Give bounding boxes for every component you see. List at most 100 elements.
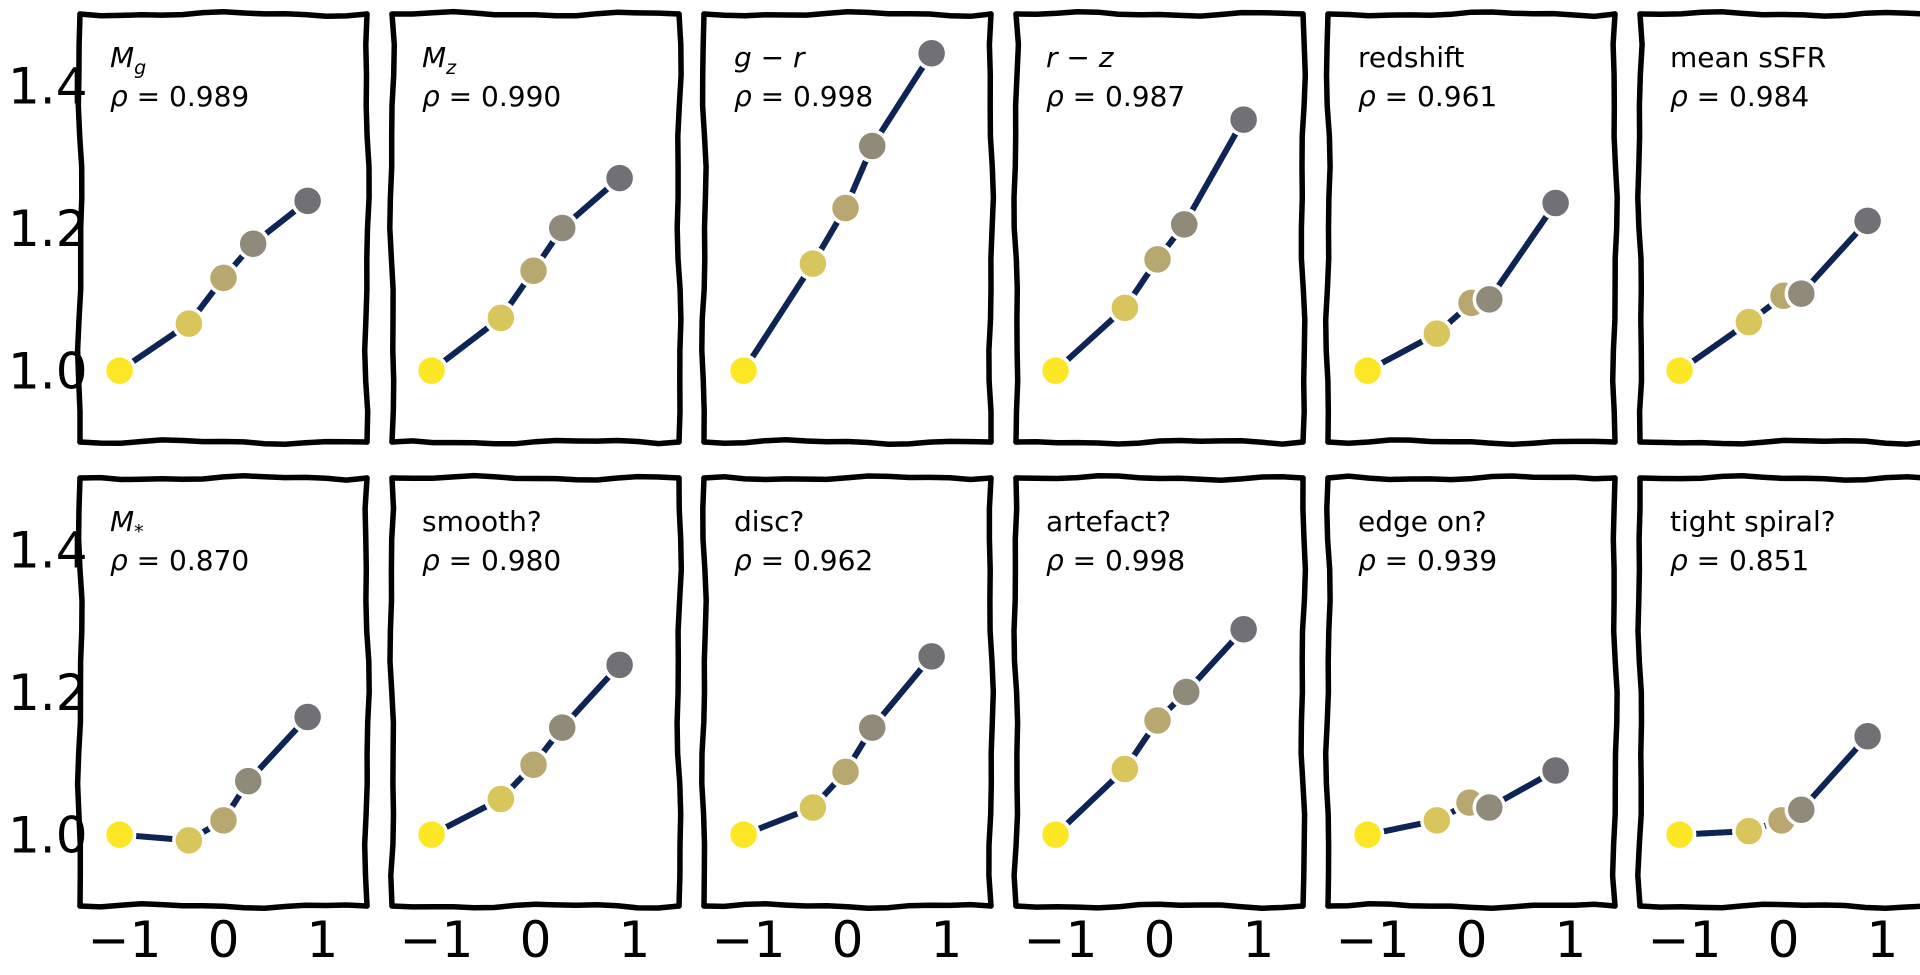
panel-border [986,11,997,445]
y-tick-label: 1.2 [8,200,88,258]
panel-rho: ρ = 0.870 [110,544,249,577]
panel-border [1637,437,1920,447]
x-tick-label: −1 [400,911,474,969]
panel-border [387,475,397,909]
data-point [1472,790,1507,825]
panel-border [1635,475,1645,909]
x-tick-label: 1 [931,911,963,969]
panel-border [1298,475,1309,909]
data-point [828,191,863,225]
panel-title: M* [110,505,144,543]
panel-border [1609,475,1620,909]
data-point [828,755,863,789]
x-tick-label: 0 [520,911,552,969]
y-tick-label: 1.0 [8,807,88,865]
panel-title: Mz [422,41,457,79]
panel-border [1298,11,1309,445]
series-line [1364,200,1559,374]
panel-border [699,475,709,909]
chart-panel: Mzρ = 0.990 [387,8,684,447]
data-point [545,211,579,245]
panel-border [389,901,682,911]
panel-rho: ρ = 0.989 [110,80,249,113]
x-tick-label: 0 [832,911,864,969]
data-point [726,353,761,388]
data-point [290,700,325,734]
panel-border [387,11,398,445]
data-point [1140,703,1175,738]
data-point [1784,792,1819,827]
panel-rho: ρ = 0.987 [1046,80,1185,113]
panel-border [1325,437,1618,448]
data-point [726,817,761,852]
chart-panel: redshift ρ = 0.961 [1322,9,1620,448]
panel-border [74,475,85,909]
data-point [914,639,949,674]
panel-border [1013,9,1306,19]
panel-rho: ρ = 0.980 [422,544,561,577]
chart-panel: tight spiral? ρ = 0.851 [1635,472,1920,912]
x-tick-label: −1 [1024,911,1098,969]
data-point [484,301,518,335]
data-point [290,184,325,218]
data-point [206,261,241,295]
panel-border [389,437,682,447]
data-point [516,254,551,288]
panel-title: disc? [734,505,804,538]
x-tick-label: 0 [1144,911,1176,969]
panel-border [389,472,682,483]
panel-title: edge on? [1358,505,1487,538]
data-point [602,161,637,195]
chart-panel: Mgρ = 0.989 [74,8,372,448]
panel-border [77,8,370,19]
data-point [1108,752,1142,786]
y-tick-label: 1.4 [8,57,88,115]
chart-panel: artefact? ρ = 0.998 [1011,473,1309,911]
chart-panel: edge on? ρ = 0.939 [1322,473,1620,912]
x-tick-label: −1 [1336,911,1410,969]
data-point [1850,719,1885,753]
data-point [1226,102,1261,137]
panel-border [701,437,994,447]
x-tick-label: 1 [307,911,339,969]
panel-rho: ρ = 0.962 [734,544,873,577]
panel-border [674,11,684,445]
data-point [1662,353,1697,388]
data-point [1420,316,1454,351]
chart-panel: r − z ρ = 0.987 [1011,9,1309,447]
panel-border [1013,473,1306,483]
panel-border [1325,473,1618,483]
panel-title: smooth? [422,505,542,538]
panel-title: g − r [734,41,806,74]
y-tick-label: 1.4 [8,521,88,579]
x-tick-label: −1 [1648,911,1722,969]
panel-border [1609,11,1620,445]
x-tick-label: 0 [1456,911,1488,969]
panel-border [1637,901,1920,912]
panel-border [701,901,994,912]
x-tick-label: 0 [1768,911,1800,969]
panel-border [77,437,370,448]
panel-border [701,473,994,483]
data-point [1420,803,1454,838]
chart-panel: g − r ρ = 0.998 [699,9,997,447]
data-point [1226,612,1261,646]
data-point [1662,817,1697,852]
panel-border [1011,11,1022,445]
chart-panel: M*ρ = 0.870 [74,473,372,911]
panel-border [361,11,372,445]
panel-border [1013,901,1306,911]
panel-border [74,11,85,445]
panel-border [1635,11,1645,445]
data-point [1140,242,1175,277]
data-point [414,817,449,852]
panel-border [1322,11,1333,445]
panel-border [1325,901,1618,912]
panel-border [1637,8,1920,19]
panel-rho: ρ = 0.961 [1358,80,1497,113]
data-point [172,306,206,341]
panel-rho: ρ = 0.851 [1670,544,1809,577]
panel-border [361,475,372,909]
x-tick-label: −1 [712,911,786,969]
